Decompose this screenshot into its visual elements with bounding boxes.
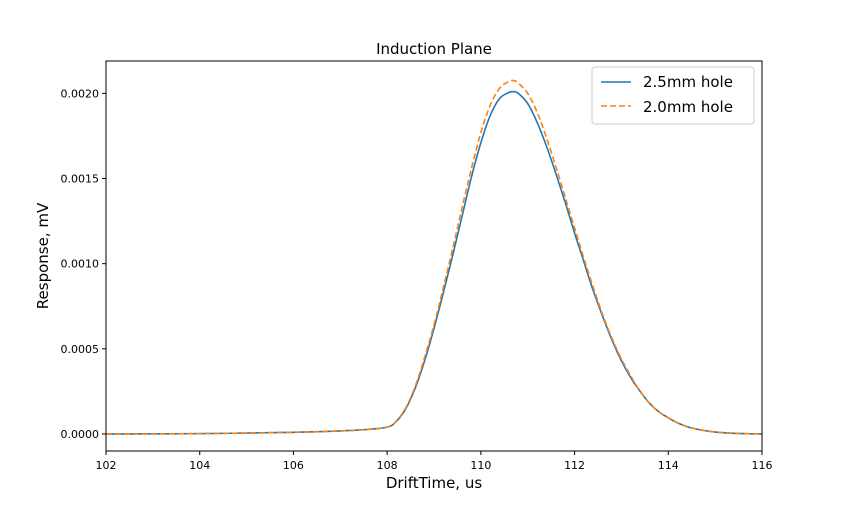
x-axis-label: DriftTime, us (386, 474, 483, 492)
x-tick-label: 108 (377, 459, 398, 472)
x-tick-label: 114 (658, 459, 679, 472)
y-axis-ticks: 0.0000 0.0005 0.0010 0.0015 0.0020 (61, 87, 106, 441)
y-tick-label: 0.0020 (61, 87, 100, 100)
y-tick-label: 0.0005 (61, 343, 100, 356)
x-tick-label: 116 (752, 459, 773, 472)
series-layer (105, 79, 763, 435)
legend-label-series-1: 2.5mm hole (643, 73, 733, 91)
y-axis-label: Response, mV (34, 202, 52, 309)
legend-box (591, 66, 755, 125)
x-axis-ticks: 102 104 106 108 110 112 114 116 (96, 451, 773, 472)
x-tick-label: 102 (96, 459, 117, 472)
x-tick-label: 112 (564, 459, 585, 472)
y-tick-label: 0.0010 (61, 258, 100, 271)
legend: 2.5mm hole 2.0mm hole (591, 66, 755, 125)
x-tick-label: 110 (470, 459, 491, 472)
legend-label-series-2: 2.0mm hole (643, 98, 733, 116)
x-tick-label: 104 (189, 459, 210, 472)
plot-area (106, 61, 762, 451)
y-tick-label: 0.0015 (61, 173, 100, 186)
axes-frame (105, 60, 763, 452)
chart-title: Induction Plane (376, 40, 492, 58)
series-line-2 (105, 79, 763, 435)
y-tick-label: 0.0000 (61, 428, 100, 441)
x-tick-label: 106 (283, 459, 304, 472)
